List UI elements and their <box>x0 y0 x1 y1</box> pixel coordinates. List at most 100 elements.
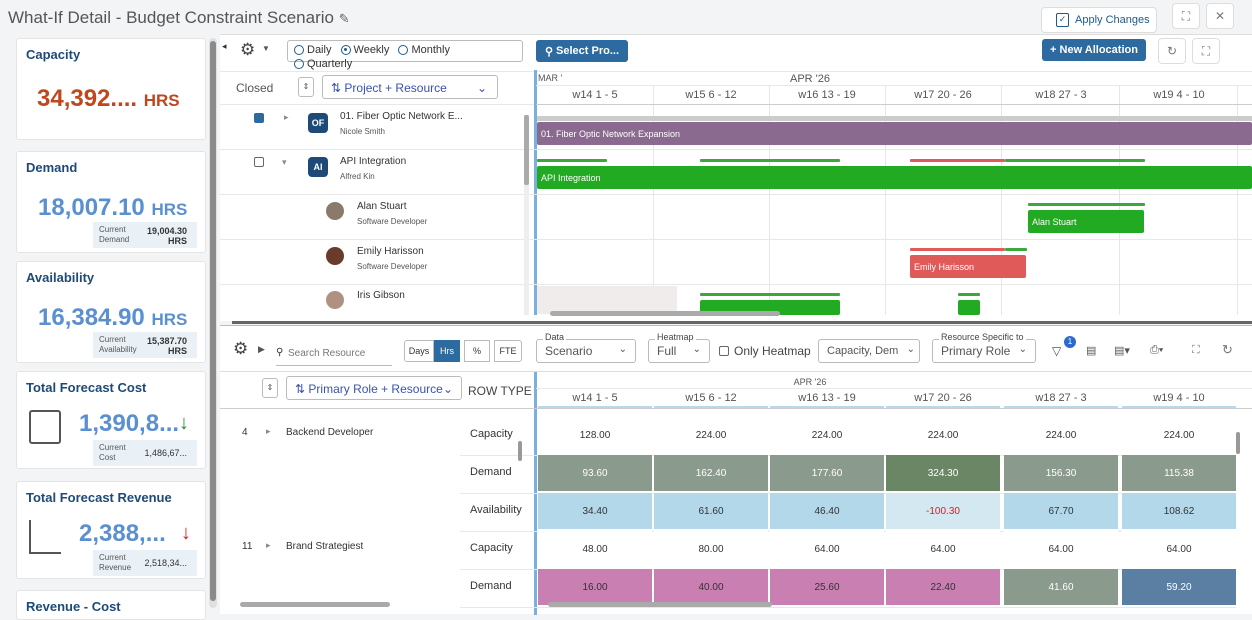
refresh-icon[interactable]: ↻ <box>1158 38 1186 64</box>
heatmap-cell[interactable]: 224.00 <box>654 417 768 453</box>
timescale-radio-group: Daily Weekly Monthly Quarterly <box>287 40 523 70</box>
vertical-scrollbar[interactable] <box>1236 432 1240 454</box>
heatmap-cell[interactable]: 128.00 <box>538 417 652 453</box>
sort-button[interactable]: ⇕ <box>262 378 278 398</box>
heatmap-cell[interactable]: 46.40 <box>770 493 884 529</box>
gear-icon[interactable]: ⚙ <box>240 40 256 59</box>
expand-arrow-icon[interactable]: ▸ <box>284 112 289 122</box>
select-project-button[interactable]: ⚲ Select Pro... <box>536 40 628 62</box>
horizontal-scrollbar[interactable] <box>230 311 520 316</box>
heatmap-cell[interactable]: 80.00 <box>654 531 768 567</box>
radio-daily[interactable]: Daily <box>294 44 331 56</box>
project-timeline-track <box>537 116 1252 121</box>
role-name[interactable]: Backend Developer <box>286 427 374 438</box>
project-bar[interactable]: API Integration <box>537 166 1252 189</box>
unit-percent[interactable]: % <box>464 340 490 362</box>
month-label: APR '26 <box>793 377 827 387</box>
expand-icon[interactable]: ⛶ <box>1172 3 1200 29</box>
filter-icon[interactable]: ▽ <box>1052 344 1062 358</box>
project-name[interactable]: API Integration <box>340 156 407 167</box>
heatmap-cell[interactable]: 67.70 <box>1004 493 1118 529</box>
expand-icon[interactable]: ⛶ <box>1192 344 1200 356</box>
unit-fte[interactable]: FTE <box>494 340 522 362</box>
role-name[interactable]: Brand Strategiest <box>286 541 364 552</box>
resource-name[interactable]: Iris Gibson <box>357 290 405 301</box>
heatmap-cell[interactable]: 224.00 <box>770 417 884 453</box>
radio-weekly[interactable]: Weekly <box>340 44 389 56</box>
new-allocation-button[interactable]: + New Allocation <box>1042 39 1146 61</box>
heatmap-cell[interactable]: 224.00 <box>886 417 1000 453</box>
refresh-icon[interactable]: ↻ <box>1222 342 1233 357</box>
project-bar[interactable]: 01. Fiber Optic Network Expansion <box>537 122 1252 145</box>
heatmap-cell[interactable]: 64.00 <box>886 531 1000 567</box>
collapse-panel-icon[interactable]: ◂ <box>222 41 227 51</box>
heatmap-cell[interactable]: 34.40 <box>538 493 652 529</box>
resource-bar[interactable] <box>958 300 980 315</box>
heatmap-cell[interactable]: 40.00 <box>654 569 768 605</box>
expand-arrow-icon[interactable]: ▸ <box>266 426 271 436</box>
edit-icon[interactable]: ✎ <box>338 11 350 26</box>
heatmap-cell[interactable]: -100.30 <box>886 493 1000 529</box>
page-title: What-If Detail - Budget Constraint Scena… <box>8 8 350 27</box>
row-checkbox[interactable] <box>254 157 264 167</box>
data-select[interactable]: Data Scenario ⌄ <box>536 332 636 363</box>
heatmap-cell[interactable]: 224.00 <box>1122 417 1236 453</box>
capacity-value: 34,392.... HRS <box>37 85 180 112</box>
heatmap-cell[interactable]: 22.40 <box>886 569 1000 605</box>
apply-changes-button[interactable]: ✓ Apply Changes <box>1041 7 1157 33</box>
chevron-right-icon[interactable]: ▶ <box>258 344 265 354</box>
heatmap-select[interactable]: Heatmap Full ⌄ <box>648 332 710 363</box>
heatmap-cell[interactable]: 156.30 <box>1004 455 1118 491</box>
group-by-select[interactable]: ⇅ Primary Role + Resource ⌄ <box>286 376 462 400</box>
heatmap-cell[interactable]: 108.62 <box>1122 493 1236 529</box>
panel-splitter[interactable] <box>232 321 1252 324</box>
only-heatmap-checkbox[interactable] <box>719 346 729 356</box>
heatmap-cell[interactable]: 16.00 <box>538 569 652 605</box>
heatmap-cell[interactable]: 25.60 <box>770 569 884 605</box>
project-owner: Alfred Kin <box>340 172 375 181</box>
close-icon[interactable]: ✕ <box>1206 3 1234 29</box>
heatmap-cell[interactable]: 64.00 <box>1004 531 1118 567</box>
vertical-scrollbar[interactable] <box>518 441 522 461</box>
export-icon[interactable]: ▤▾ <box>1114 345 1130 357</box>
row-checkbox[interactable] <box>254 113 264 123</box>
chevron-down-icon[interactable]: ▼ <box>262 44 270 53</box>
heatmap-cell[interactable]: 93.60 <box>538 455 652 491</box>
heatmap-cell[interactable]: 224.00 <box>1004 417 1118 453</box>
expand-icon[interactable]: ⛶ <box>1192 38 1220 64</box>
search-input[interactable]: ⚲ Search Resource <box>276 342 392 366</box>
heatmap-cell[interactable]: 48.00 <box>538 531 652 567</box>
unit-hrs[interactable]: Hrs <box>434 340 460 362</box>
expand-arrow-icon[interactable]: ▸ <box>266 540 271 550</box>
resource-name[interactable]: Emily Harisson <box>357 246 424 257</box>
heatmap-cell[interactable]: 41.60 <box>1004 569 1118 605</box>
heatmap-cell[interactable]: 324.30 <box>886 455 1000 491</box>
vertical-scrollbar[interactable] <box>524 115 529 315</box>
gear-icon[interactable]: ⚙ <box>233 339 249 358</box>
group-by-select[interactable]: ⇅ Project + Resource ⌄ <box>322 75 498 99</box>
resource-bar[interactable]: Alan Stuart <box>1028 210 1144 233</box>
heatmap-cell[interactable]: 64.00 <box>1122 531 1236 567</box>
sort-button[interactable]: ⇕ <box>298 77 314 97</box>
heatmap-cell[interactable]: 177.60 <box>770 455 884 491</box>
resource-specific-select[interactable]: Resource Specific to Primary Role ⌄ <box>932 332 1036 363</box>
document-icon[interactable]: ▤ <box>1086 345 1097 357</box>
radio-monthly[interactable]: Monthly <box>398 44 450 56</box>
radio-quarterly[interactable]: Quarterly <box>294 58 352 70</box>
capacity-demand-select[interactable]: Capacity, Dem ⌄ <box>818 339 920 363</box>
heatmap-cell[interactable]: 115.38 <box>1122 455 1236 491</box>
heatmap-cell[interactable]: 61.60 <box>654 493 768 529</box>
heatmap-cell[interactable]: 162.40 <box>654 455 768 491</box>
collapse-arrow-icon[interactable]: ▾ <box>282 157 287 167</box>
left-panel-scrollbar[interactable] <box>209 38 217 608</box>
project-name[interactable]: 01. Fiber Optic Network E... <box>340 111 463 122</box>
horizontal-scrollbar[interactable] <box>550 311 780 316</box>
heatmap-cell[interactable]: 64.00 <box>770 531 884 567</box>
heatmap-cell[interactable]: 59.20 <box>1122 569 1236 605</box>
horizontal-scrollbar[interactable] <box>240 602 390 607</box>
horizontal-scrollbar[interactable] <box>548 602 772 607</box>
print-icon[interactable]: ⎙▾ <box>1150 344 1164 356</box>
unit-days[interactable]: Days <box>404 340 434 362</box>
resource-name[interactable]: Alan Stuart <box>357 201 407 212</box>
resource-bar[interactable]: Emily Harisson <box>910 255 1026 278</box>
